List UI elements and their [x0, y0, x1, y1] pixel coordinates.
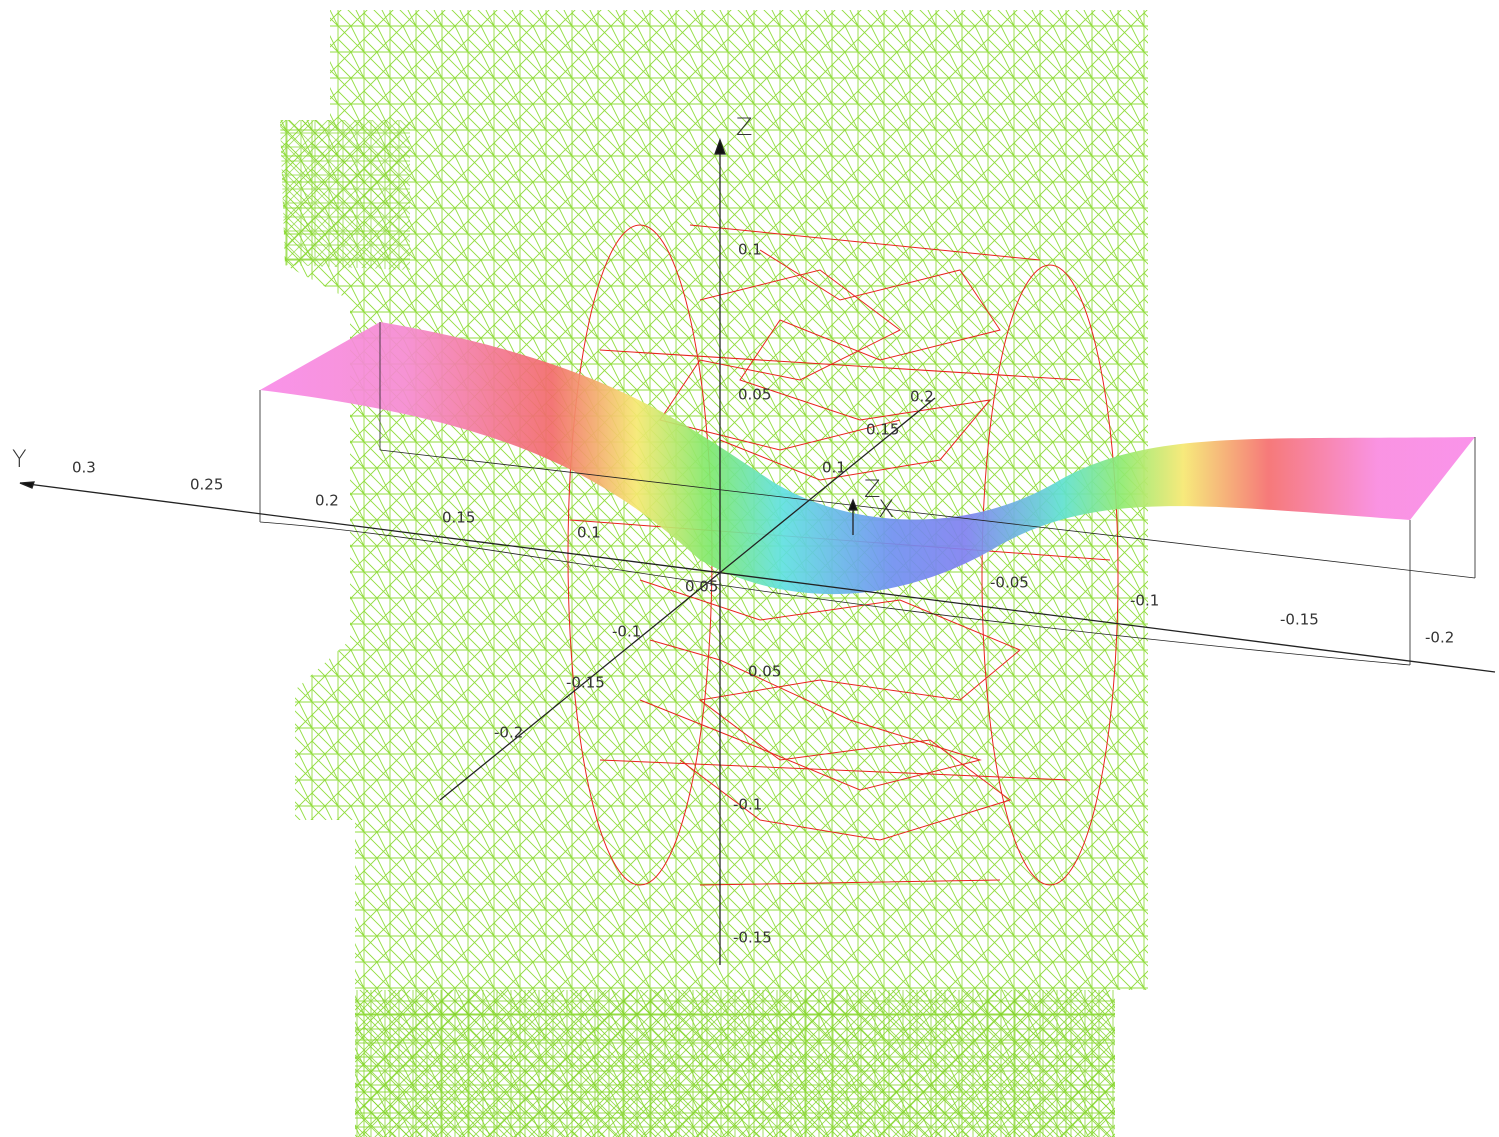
x-tick-label: -0.2 [494, 724, 523, 742]
axis-name: Z [736, 113, 752, 141]
y-tick-label: 0.3 [72, 459, 96, 477]
x-tick-label: 0.15 [866, 421, 899, 439]
y-tick-label: -0.05 [990, 574, 1029, 592]
y-tick-label: 0.05 [685, 578, 718, 596]
y-tick-label: 0.15 [442, 509, 475, 527]
y-tick-label: -0.1 [1130, 592, 1159, 610]
z-tick-label: -0.15 [733, 929, 772, 947]
z-tick-label: 0.05 [748, 663, 781, 681]
y-tick-label: 0.25 [190, 476, 223, 494]
y-tick-label: 0.1 [577, 524, 601, 542]
axis-name: Y [12, 445, 27, 473]
y-tick-label: -0.15 [1280, 611, 1319, 629]
z-tick-label: 0.1 [738, 241, 762, 259]
x-tick-label: 0.1 [822, 459, 846, 477]
y-tick-label: 0.2 [315, 492, 339, 510]
x-tick-label: -0.15 [566, 674, 605, 692]
triad-label: X [878, 495, 894, 523]
x-tick-label: 0.2 [910, 388, 934, 406]
x-tick-label: -0.1 [612, 623, 641, 641]
viewport: Y Z Z X 0.3 0.25 0.2 0.15 0.1 0.05 -0.05… [0, 0, 1499, 1137]
z-tick-label: 0.05 [738, 386, 771, 404]
y-tick-label: -0.2 [1425, 629, 1454, 647]
z-tick-label: -0.1 [733, 796, 762, 814]
